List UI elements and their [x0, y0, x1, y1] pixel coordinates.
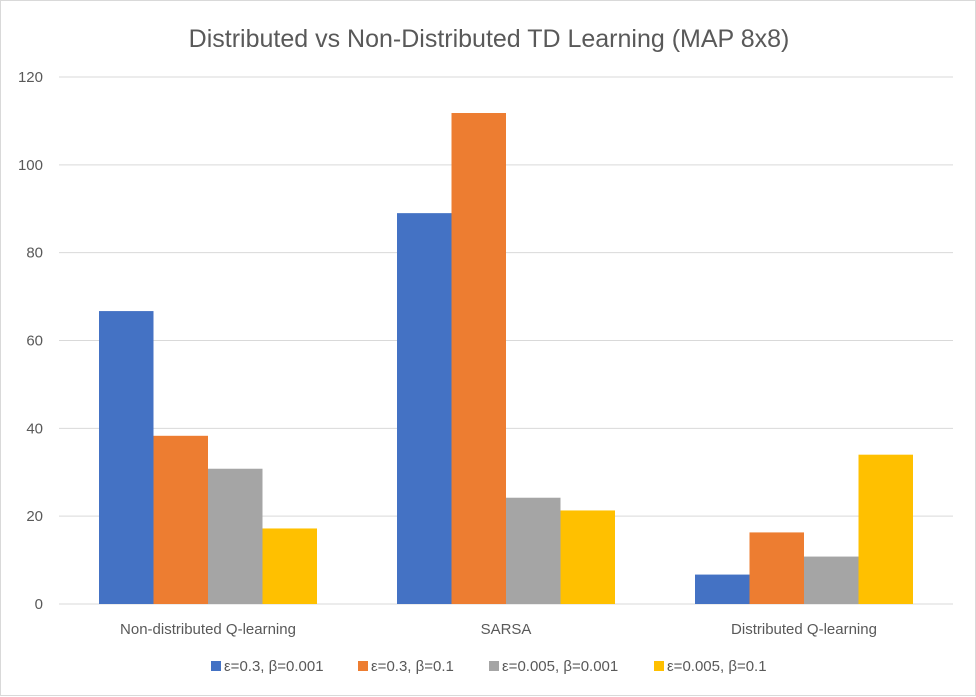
bar [858, 454, 913, 604]
x-axis-ticks: Non-distributed Q-learning SARSA Distribut… [120, 621, 877, 638]
bar [695, 574, 750, 604]
legend-swatch [358, 661, 368, 671]
y-tick-label: 0 [35, 596, 43, 613]
y-tick-label: 120 [18, 69, 43, 86]
bar [397, 213, 452, 604]
legend-label: ε=0.3, β=0.1 [371, 658, 454, 675]
legend-label: ε=0.005, β=0.001 [502, 658, 618, 675]
chart-title: Distributed vs Non-Distributed TD Learni… [189, 25, 790, 53]
legend-label: ε=0.005, β=0.1 [667, 658, 767, 675]
legend: ε=0.3, β=0.001 ε=0.3, β=0.1 ε=0.005, β=0.0… [211, 658, 767, 675]
bar [506, 497, 561, 604]
bars [99, 113, 913, 605]
y-tick-label: 60 [26, 333, 43, 350]
bar [451, 113, 506, 605]
bar [749, 532, 804, 604]
y-tick-label: 100 [18, 157, 43, 174]
y-tick-label: 20 [26, 508, 43, 525]
x-tick-label: Distributed Q-learning [731, 621, 877, 638]
bar [262, 528, 317, 604]
x-tick-label: SARSA [481, 621, 532, 638]
bar [153, 435, 208, 604]
legend-swatch [489, 661, 499, 671]
y-tick-label: 80 [26, 245, 43, 262]
legend-label: ε=0.3, β=0.001 [224, 658, 324, 675]
legend-swatch [211, 661, 221, 671]
legend-swatch [654, 661, 664, 671]
bar [560, 510, 615, 604]
y-tick-label: 40 [26, 420, 43, 437]
bar [99, 311, 154, 604]
bar [208, 468, 263, 604]
x-tick-label: Non-distributed Q-learning [120, 621, 296, 638]
bar [804, 556, 859, 604]
y-axis-ticks: 0 20 40 60 80 100 120 [18, 69, 43, 613]
